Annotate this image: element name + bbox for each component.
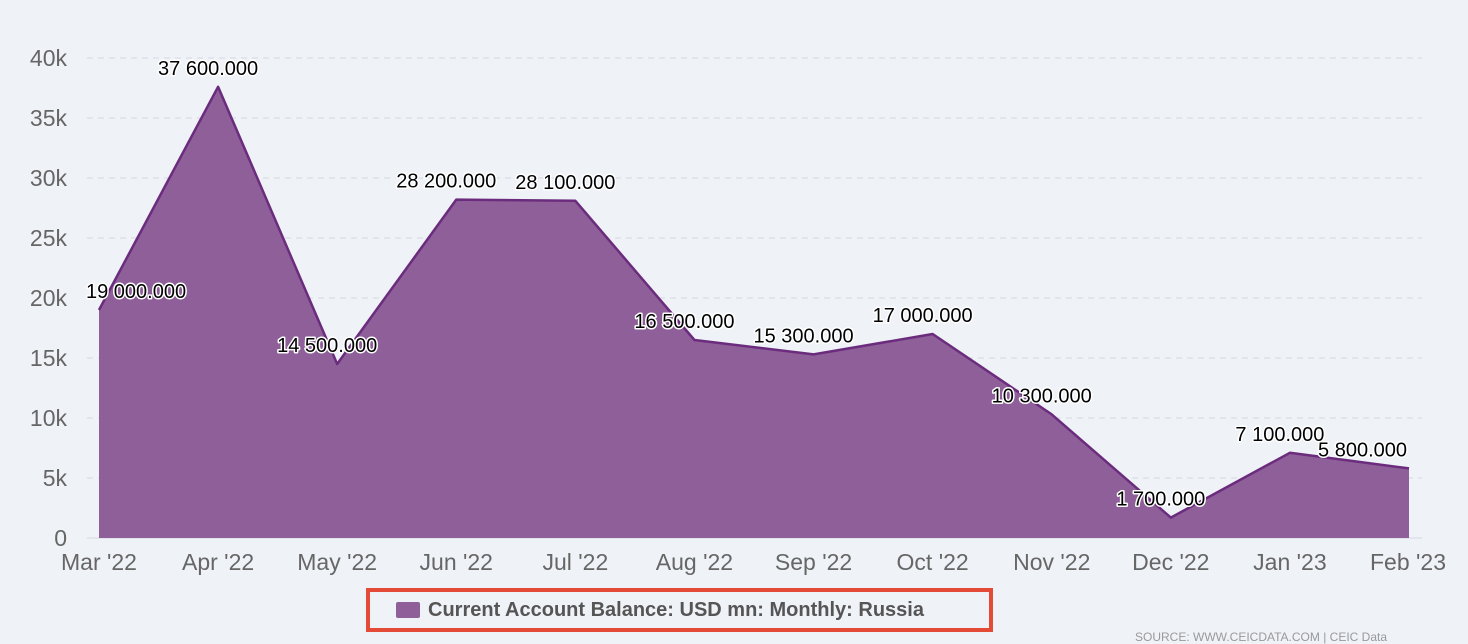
- x-tick-label: Jan '23: [1253, 549, 1326, 575]
- y-tick-label: 30k: [30, 165, 68, 191]
- y-tick-label: 40k: [30, 45, 68, 71]
- x-tick-label: Nov '22: [1013, 549, 1090, 575]
- y-tick-label: 10k: [30, 405, 68, 431]
- data-label: 17 000.000: [873, 305, 973, 327]
- data-label: 16 500.000: [634, 311, 734, 333]
- x-tick-label: Dec '22: [1132, 549, 1209, 575]
- data-label: 28 200.000: [396, 171, 496, 193]
- x-tick-label: May '22: [297, 549, 377, 575]
- legend[interactable]: Current Account Balance: USD mn: Monthly…: [366, 588, 993, 632]
- series-area: [99, 87, 1409, 538]
- data-label: 28 100.000: [515, 172, 615, 194]
- x-tick-label: Sep '22: [775, 549, 852, 575]
- data-label: 14 500.000: [277, 335, 377, 357]
- y-tick-label: 5k: [43, 465, 68, 491]
- x-tick-label: Jul '22: [542, 549, 608, 575]
- x-tick-label: Jun '22: [420, 549, 493, 575]
- y-tick-label: 20k: [30, 285, 68, 311]
- y-axis-ticks: 0 5k 10k 15k 20k 25k 30k 35k 40k: [30, 45, 68, 551]
- data-label: 7 100.000: [1235, 424, 1324, 446]
- y-tick-label: 15k: [30, 345, 68, 371]
- data-label: 10 300.000: [992, 385, 1092, 407]
- y-tick-label: 25k: [30, 225, 68, 251]
- legend-label: Current Account Balance: USD mn: Monthly…: [428, 599, 924, 622]
- x-tick-label: Feb '23: [1370, 549, 1446, 575]
- legend-swatch: [396, 602, 420, 618]
- x-axis-ticks: Mar '22 Apr '22 May '22 Jun '22 Jul '22 Aug '…: [61, 549, 1446, 575]
- y-tick-label: 35k: [30, 105, 68, 131]
- area-fill: [99, 87, 1409, 538]
- data-label: 15 300.000: [753, 325, 853, 347]
- x-tick-label: Aug '22: [656, 549, 733, 575]
- data-label: 5 800.000: [1318, 439, 1407, 461]
- y-tick-label: 0: [54, 525, 67, 551]
- source-credit: SOURCE: WWW.CEICDATA.COM | CEIC Data: [1135, 630, 1387, 644]
- data-label: 19 000.000: [86, 281, 186, 303]
- data-label: 1 700.000: [1116, 489, 1205, 511]
- x-tick-label: Oct '22: [897, 549, 969, 575]
- x-tick-label: Mar '22: [61, 549, 137, 575]
- data-label: 37 600.000: [158, 58, 258, 80]
- x-tick-label: Apr '22: [182, 549, 254, 575]
